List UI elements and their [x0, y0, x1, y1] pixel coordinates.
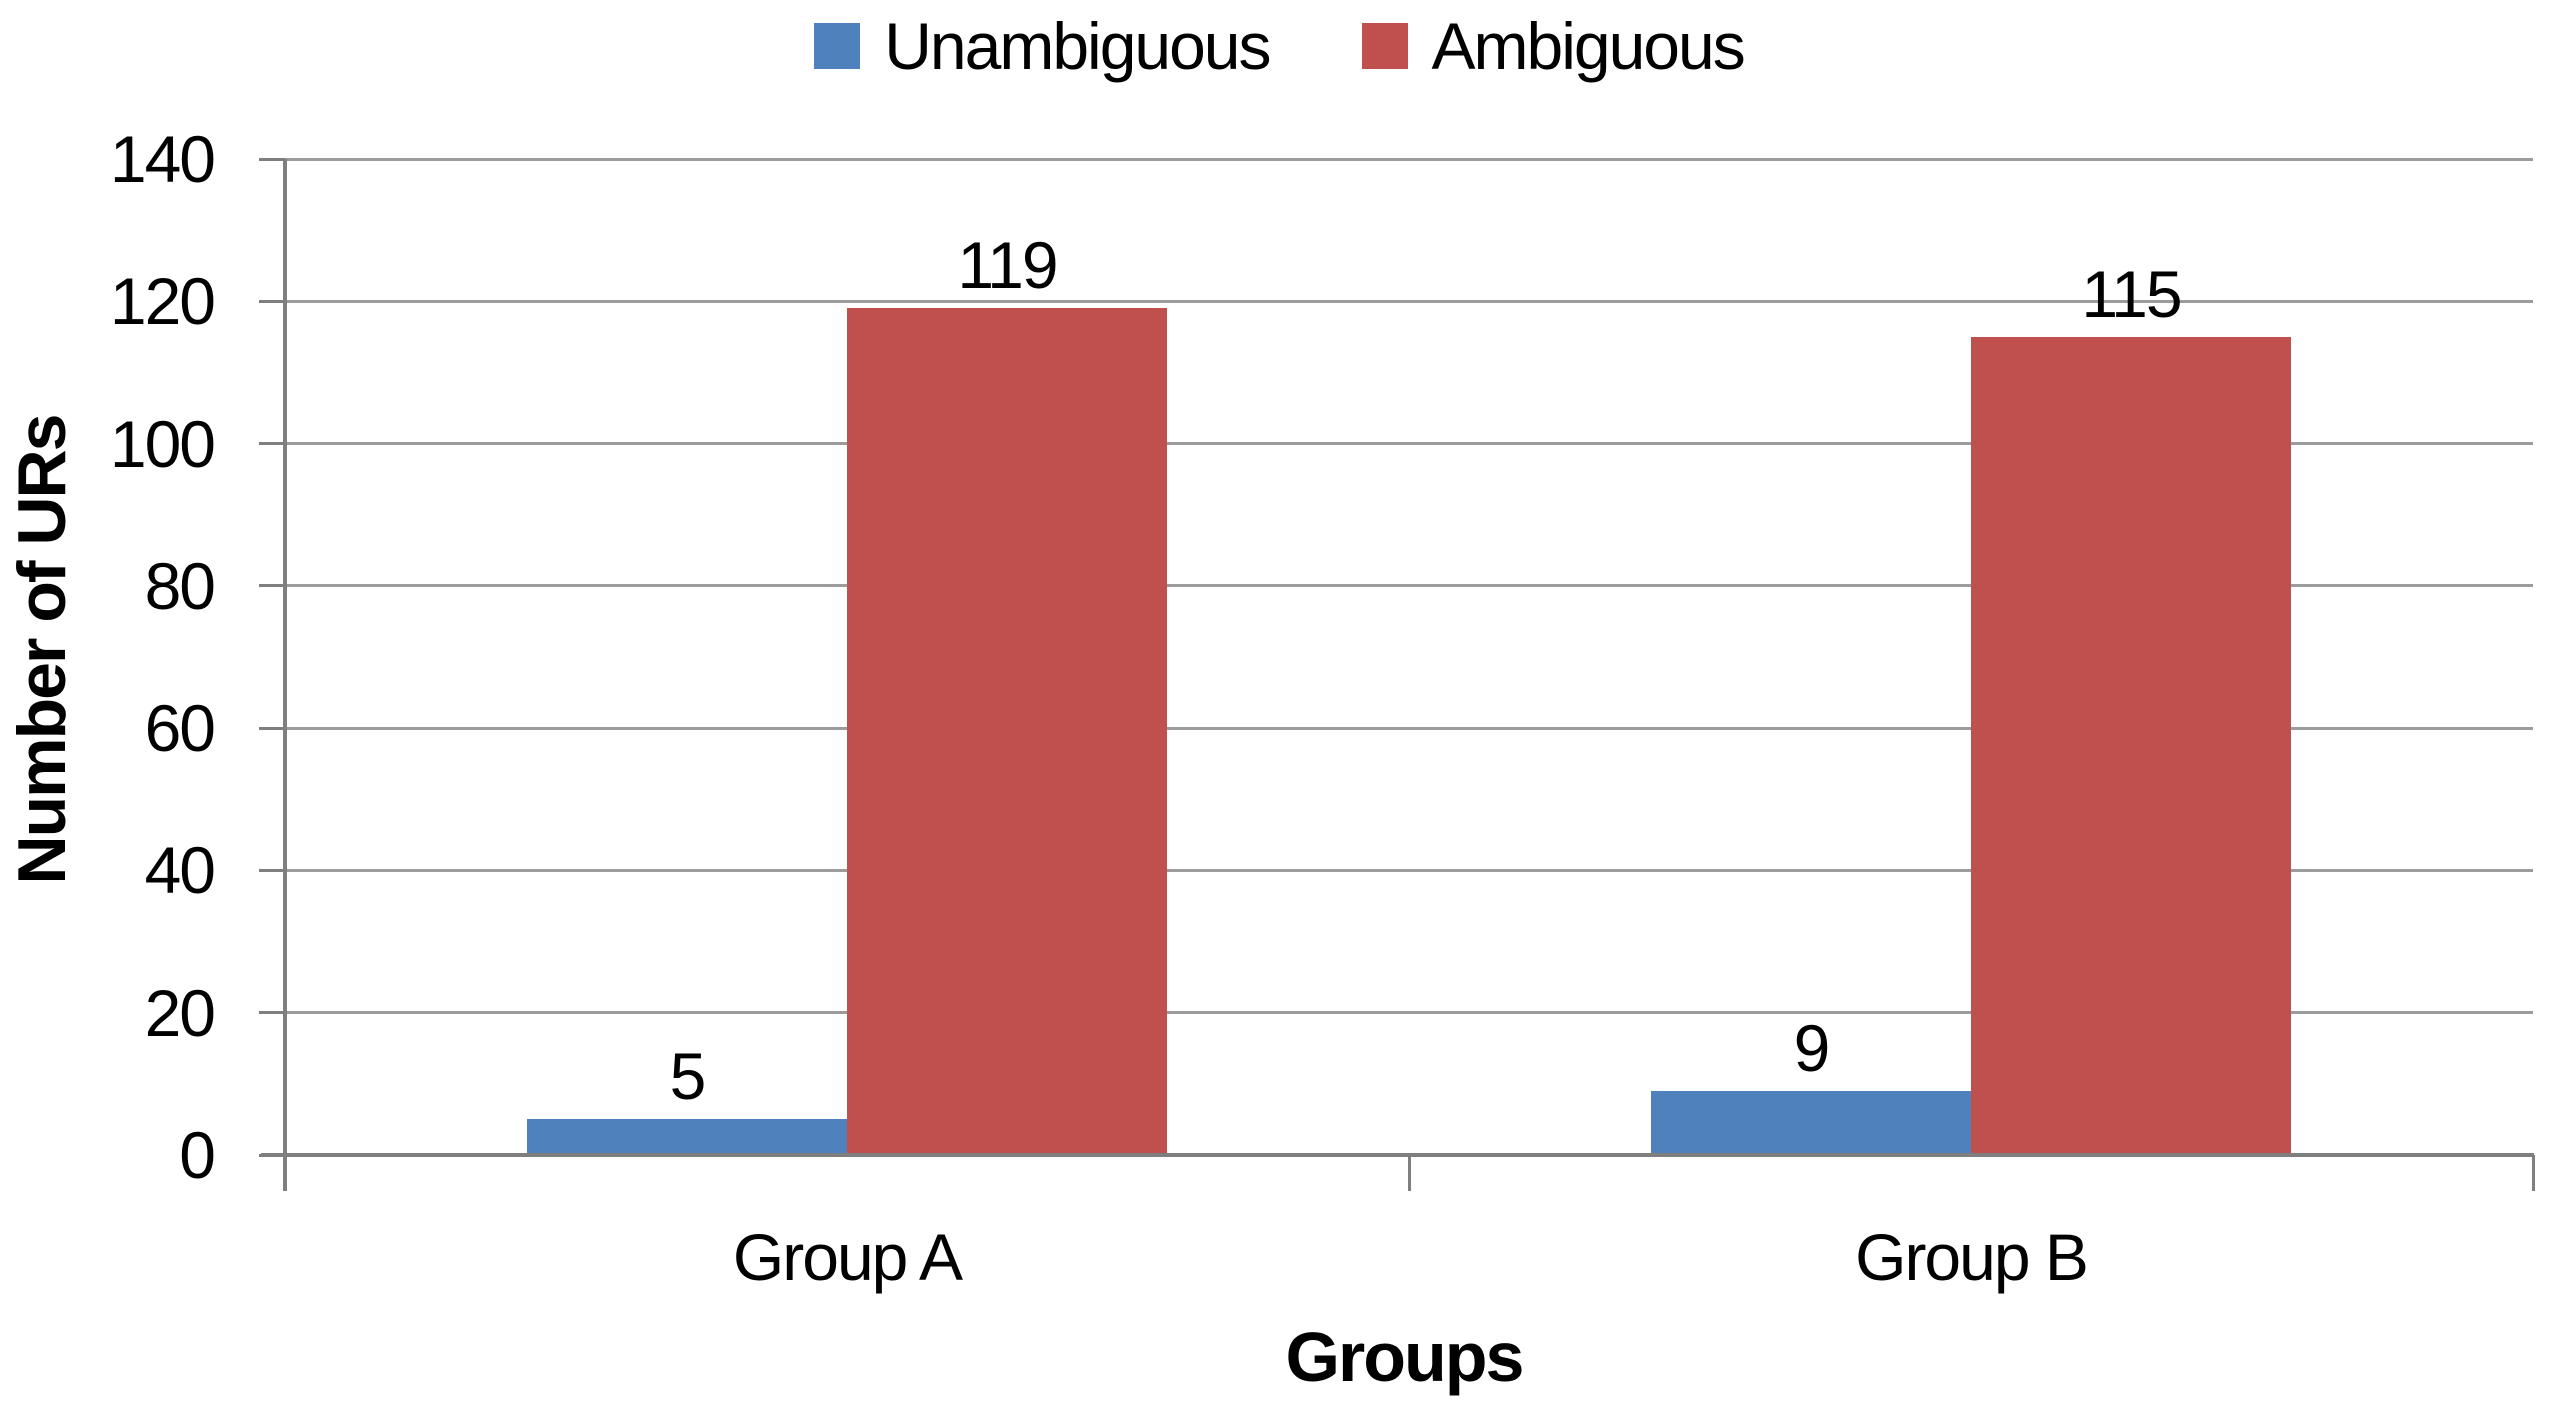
- y-tick-mark-40: [259, 868, 285, 872]
- chart-legend: Unambiguous Ambiguous: [0, 10, 2558, 82]
- gridline-140: [285, 157, 2533, 161]
- y-axis-title: Number of URs: [4, 415, 80, 885]
- category-label-group-b: Group B: [1855, 1220, 2089, 1294]
- y-tick-mark-140: [259, 157, 285, 161]
- gridline-100: [285, 442, 2533, 446]
- gridline-120: [285, 299, 2533, 303]
- category-label-group-a: Group A: [732, 1220, 963, 1294]
- bar-unambiguous-group-a: [527, 1119, 847, 1155]
- y-tick-label-140: 140: [109, 122, 216, 196]
- plot-area: 5 119 9 115: [259, 157, 2535, 1191]
- bar-value-label: 5: [669, 1039, 707, 1114]
- bar-ambiguous-group-a: [847, 308, 1167, 1155]
- x-tick-mark-2: [2531, 1155, 2535, 1191]
- x-axis-line: [261, 1153, 2534, 1157]
- y-tick-mark-60: [259, 726, 285, 730]
- y-tick-label-100: 100: [109, 406, 216, 481]
- legend-swatch-icon: [814, 23, 861, 69]
- y-tick-label-120: 120: [109, 264, 216, 339]
- legend-swatch-icon: [1361, 23, 1408, 69]
- legend-label: Ambiguous: [1431, 9, 1746, 83]
- legend-item-unambiguous: Unambiguous: [814, 9, 1272, 83]
- y-tick-mark-120: [259, 299, 285, 303]
- legend-label: Unambiguous: [884, 9, 1271, 83]
- x-tick-mark-1: [1407, 1155, 1411, 1191]
- bar-ambiguous-group-b: [1971, 336, 2291, 1155]
- x-axis-title: Groups: [1285, 1318, 1525, 1396]
- y-tick-label-20: 20: [144, 975, 216, 1050]
- y-axis-line: [283, 159, 287, 1191]
- y-tick-label-80: 80: [144, 548, 216, 623]
- bar-value-label: 115: [2081, 256, 2182, 331]
- legend-item-ambiguous: Ambiguous: [1361, 9, 1746, 83]
- y-tick-label-40: 40: [144, 833, 216, 908]
- gridline-80: [285, 584, 2533, 588]
- y-tick-label-60: 60: [144, 691, 216, 766]
- y-tick-mark-100: [259, 442, 285, 446]
- bar-unambiguous-group-b: [1651, 1090, 1971, 1155]
- bar-value-label: 9: [1793, 1010, 1831, 1085]
- y-tick-label-0: 0: [179, 1118, 216, 1192]
- y-tick-mark-80: [259, 584, 285, 588]
- bar-value-label: 119: [957, 228, 1058, 303]
- gridline-60: [285, 726, 2533, 730]
- gridline-20: [285, 1011, 2533, 1015]
- y-tick-mark-20: [259, 1011, 285, 1015]
- gridline-40: [285, 868, 2533, 872]
- y-tick-mark-0: [259, 1153, 285, 1157]
